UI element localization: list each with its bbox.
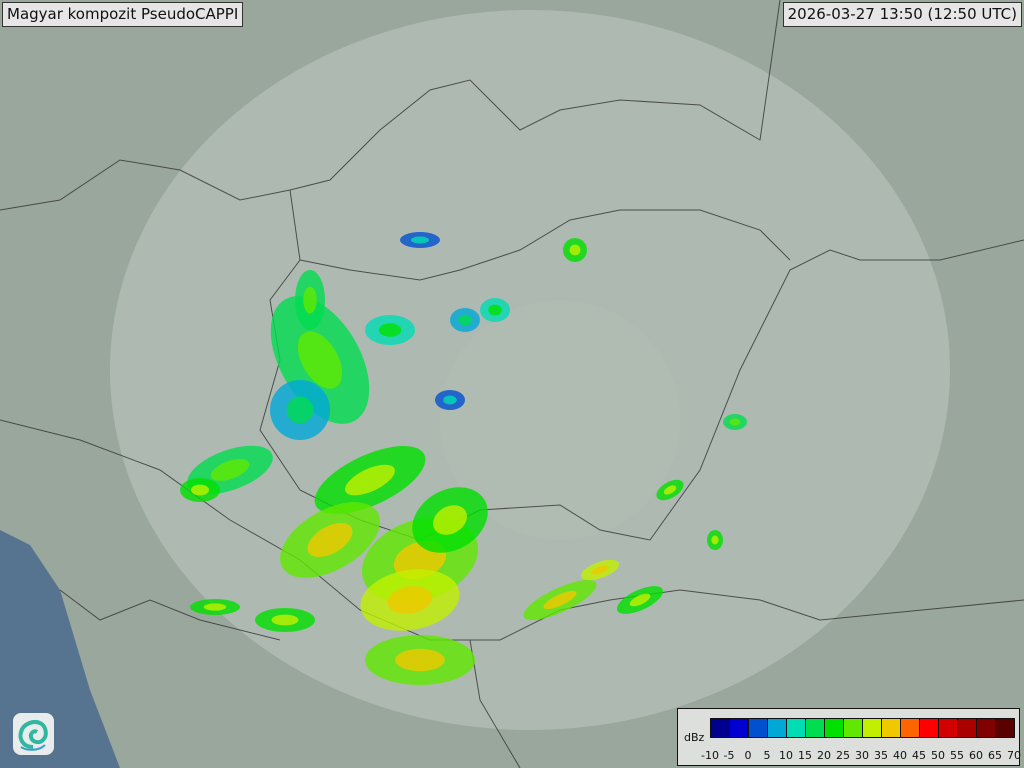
hungary-plain — [440, 300, 680, 540]
radar-echo-core — [443, 395, 457, 405]
radar-echo-core — [543, 590, 577, 610]
radar-echo-core — [729, 418, 741, 426]
product-title: Magyar kompozit PseudoCAPPI — [2, 2, 244, 27]
legend-tick-label: 15 — [798, 749, 812, 762]
radar-echo-core — [569, 244, 581, 256]
legend-swatch — [768, 719, 787, 737]
legend-tick-label: 65 — [988, 749, 1002, 762]
radar-echo-core — [663, 485, 677, 495]
legend-swatch — [806, 719, 825, 737]
radar-echo-core — [395, 648, 445, 672]
legend-swatch — [730, 719, 749, 737]
legend-tick-label: 45 — [912, 749, 926, 762]
legend-tick-label: -5 — [723, 749, 735, 762]
legend-tick-label: 10 — [779, 749, 793, 762]
legend-tick-label: 30 — [855, 749, 869, 762]
radar-echo-core — [203, 603, 227, 611]
legend-tick-label: 0 — [744, 749, 752, 762]
radar-echo-core — [303, 286, 317, 314]
legend-tick-label: 35 — [874, 749, 888, 762]
legend-tick-label: 5 — [763, 749, 771, 762]
legend-tick-label: 55 — [950, 749, 964, 762]
legend-tick-label: 20 — [817, 749, 831, 762]
radar-echo-core — [210, 459, 250, 481]
legend-unit: dBz — [684, 731, 705, 744]
radar-echo-core — [191, 484, 209, 496]
legend-tick-label: 60 — [969, 749, 983, 762]
dbz-color-legend: dBz -10 -5 0 5 10 15 20 25 30 35 40 45 50 55 60 65 70 — [677, 708, 1021, 766]
legend-swatch — [977, 719, 996, 737]
radar-echo-core — [458, 314, 472, 326]
legend-swatch — [787, 719, 806, 737]
radar-echo-core — [433, 505, 467, 535]
radar-echo-core — [591, 565, 609, 575]
legend-tick-label: 50 — [931, 749, 945, 762]
legend-swatch — [844, 719, 863, 737]
legend-swatch — [901, 719, 920, 737]
radar-echo-core — [711, 535, 719, 545]
legend-swatch — [939, 719, 958, 737]
radar-echo-core — [488, 304, 502, 316]
legend-swatch — [711, 719, 730, 737]
radar-echo-core — [387, 586, 433, 614]
legend-tick-label: 25 — [836, 749, 850, 762]
legend-swatch — [958, 719, 977, 737]
radar-echo-core — [297, 331, 343, 389]
legend-swatch — [920, 719, 939, 737]
radar-echo-core — [307, 522, 353, 558]
legend-tick-label: -10 — [701, 749, 719, 762]
radar-echo-core — [271, 614, 299, 626]
radar-echo-core — [286, 396, 314, 424]
adriatic-sea — [0, 530, 120, 768]
legend-swatch — [825, 719, 844, 737]
legend-color-bar — [710, 718, 1015, 738]
radar-echo-core — [378, 323, 402, 337]
legend-tick-label: 40 — [893, 749, 907, 762]
radar-echo-core — [411, 236, 429, 244]
legend-tick-label: 70 — [1007, 749, 1021, 762]
legend-swatch — [749, 719, 768, 737]
radar-echo-core — [629, 593, 651, 607]
timestamp: 2026-03-27 13:50 (12:50 UTC) — [782, 2, 1022, 27]
legend-swatch — [863, 719, 882, 737]
radar-echoes — [180, 232, 747, 685]
legend-ticks: -10 -5 0 5 10 15 20 25 30 35 40 45 50 55 60 65 70 — [701, 749, 1021, 763]
radar-echo-core — [345, 464, 395, 496]
swirl-logo-icon — [13, 713, 54, 755]
legend-swatch — [882, 719, 901, 737]
legend-swatch — [996, 719, 1014, 737]
